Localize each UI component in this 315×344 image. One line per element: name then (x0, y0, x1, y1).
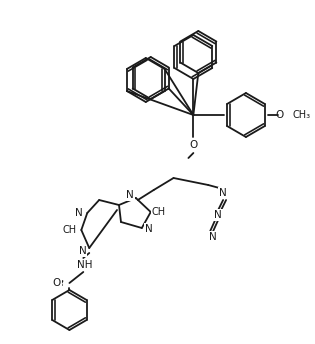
Text: CH: CH (152, 207, 166, 217)
Text: NH: NH (77, 260, 92, 270)
Text: CH: CH (62, 225, 76, 235)
Text: O: O (189, 140, 198, 150)
Text: N: N (209, 232, 217, 242)
Text: N: N (219, 188, 227, 198)
Text: N: N (145, 224, 152, 234)
Text: N: N (214, 210, 222, 220)
Text: O: O (276, 110, 284, 120)
Text: N: N (78, 246, 86, 256)
Text: O: O (52, 278, 61, 288)
Text: CH₃: CH₃ (293, 110, 311, 120)
Text: N: N (75, 208, 82, 218)
Text: N: N (126, 190, 134, 200)
